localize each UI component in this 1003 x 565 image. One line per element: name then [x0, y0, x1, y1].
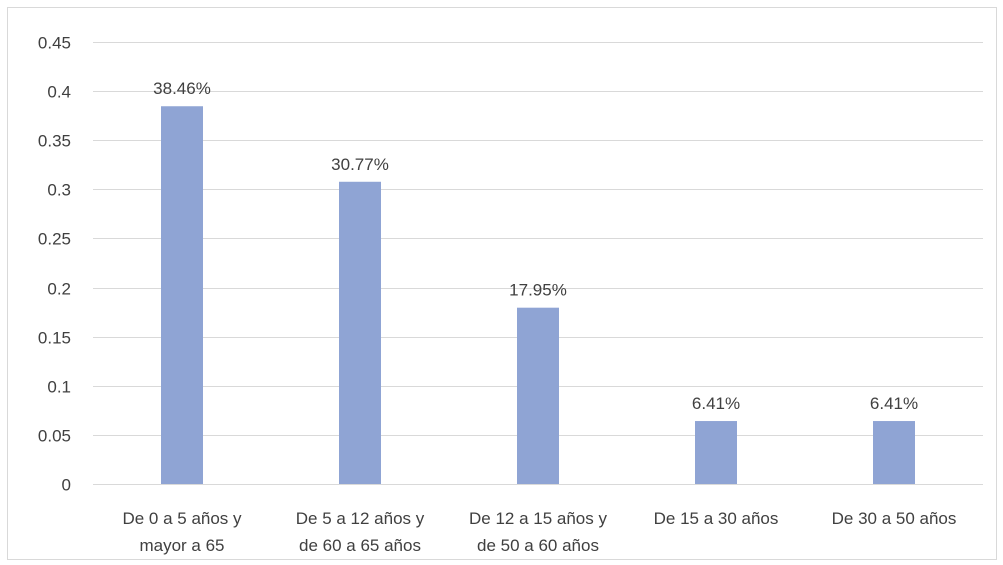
bar [695, 421, 737, 484]
x-tick-label: De 5 a 12 años y [296, 509, 425, 528]
gridlines [93, 42, 983, 485]
y-tick-label: 0.05 [38, 427, 71, 446]
data-label: 6.41% [870, 394, 918, 413]
y-tick-label: 0.2 [47, 280, 71, 299]
y-axis-ticks: 0 0.05 0.1 0.15 0.2 0.25 0.3 0.35 0.4 0.45 [38, 34, 71, 495]
y-tick-label: 0.25 [38, 230, 71, 249]
bar [873, 421, 915, 484]
y-tick-label: 0.4 [47, 83, 71, 102]
x-tick-label: De 15 a 30 años [654, 509, 779, 528]
x-tick-label: de 50 a 60 años [477, 536, 599, 555]
x-tick-label: De 30 a 50 años [832, 509, 957, 528]
x-tick-label: De 0 a 5 años y [122, 509, 242, 528]
bar [339, 181, 381, 485]
y-tick-label: 0.3 [47, 181, 71, 200]
bar [517, 307, 559, 484]
y-tick-label: 0.45 [38, 34, 71, 53]
x-tick-label: mayor a 65 [139, 536, 224, 555]
x-tick-label: de 60 a 65 años [299, 536, 421, 555]
x-tick-label: De 12 a 15 años y [469, 509, 607, 528]
data-labels: 38.46% 30.77% 17.95% 6.41% 6.41% [153, 79, 918, 413]
x-axis-ticks: De 0 a 5 años y mayor a 65 De 5 a 12 años … [122, 509, 956, 555]
y-tick-label: 0.1 [47, 378, 71, 397]
data-label: 6.41% [692, 394, 740, 413]
bar [161, 106, 203, 484]
data-label: 30.77% [331, 155, 389, 174]
y-tick-label: 0.35 [38, 132, 71, 151]
bars [161, 106, 915, 485]
data-label: 17.95% [509, 281, 567, 300]
y-tick-label: 0 [62, 476, 71, 495]
y-tick-label: 0.15 [38, 329, 71, 348]
data-label: 38.46% [153, 79, 211, 98]
